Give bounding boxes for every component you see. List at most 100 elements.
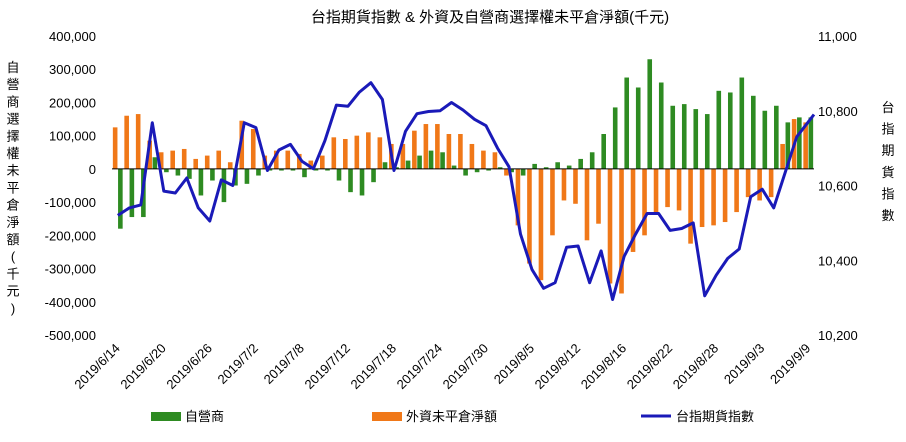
dealer-bar — [658, 82, 664, 169]
y-right-label-char: 數 — [881, 208, 894, 223]
dealer-bar — [497, 167, 503, 169]
dealer-bar — [164, 168, 169, 173]
y-right-label-char: 貨 — [881, 165, 894, 180]
dealer-bar — [532, 163, 537, 169]
dealer-bar — [348, 168, 353, 193]
foreign-bar — [596, 168, 601, 224]
legend-label-foreign: 外資未平倉淨額 — [406, 409, 497, 424]
foreign-bar — [745, 168, 751, 198]
foreign-bar — [446, 134, 452, 169]
dealer-bar — [152, 157, 158, 169]
y-left-label-char: 營 — [6, 77, 19, 92]
dealer-bar — [693, 109, 699, 169]
y-left-label-char: 選 — [6, 112, 19, 127]
y-left-axis-label: 自營商選擇權未平倉淨額 (千元) — [6, 60, 19, 316]
y-left-label-char: 千 — [6, 266, 19, 281]
y-right-label-char: 指 — [881, 122, 894, 137]
foreign-bar — [112, 127, 118, 169]
foreign-bar — [158, 152, 164, 169]
dealer-bar — [279, 168, 284, 171]
y-left-tick-label: -300,000 — [45, 262, 96, 277]
y-left-label-char: 權 — [6, 146, 19, 161]
dealer-bar — [187, 168, 192, 179]
y-left-label-char: 擇 — [6, 129, 19, 144]
foreign-bar — [768, 168, 774, 198]
y-left-tick-label: -500,000 — [45, 328, 96, 343]
dealer-bar — [808, 117, 814, 169]
dealer-bar — [543, 167, 549, 169]
foreign-bar — [469, 143, 475, 169]
dealer-bar — [336, 168, 342, 181]
foreign-bar — [308, 160, 314, 169]
x-tick-label: 2019/6/20 — [117, 341, 169, 393]
y-left-label-char: 倉 — [6, 198, 19, 213]
chart-title: 台指期貨指數 & 外資及自營商選擇權未平倉淨額(千元) — [311, 9, 669, 26]
foreign-bar — [481, 150, 486, 169]
dealer-bar — [256, 168, 261, 176]
y-left-tick-label: 100,000 — [49, 129, 96, 144]
x-tick-label: 2019/6/14 — [71, 341, 123, 393]
y-left-label-char: 元 — [6, 284, 19, 299]
dealer-bar — [417, 155, 422, 169]
dealer-bar — [325, 168, 330, 171]
foreign-bar — [722, 168, 728, 223]
foreign-bar — [573, 168, 578, 204]
dealer-bar — [739, 77, 745, 169]
foreign-bar — [734, 168, 739, 213]
foreign-bar — [147, 140, 152, 169]
foreign-bar — [193, 158, 199, 169]
dealer-bar — [428, 150, 434, 169]
x-tick-label: 2019/8/28 — [670, 341, 722, 393]
foreign-bar — [607, 168, 613, 284]
dealer-bar — [589, 152, 595, 169]
y-right-tick-labels: 11,000 10,800 10,600 10,400 10,200 — [818, 29, 858, 343]
y-left-label-char: 平 — [6, 180, 19, 195]
foreign-bar — [688, 168, 693, 244]
foreign-bar — [780, 143, 785, 169]
dealer-bar — [474, 168, 480, 173]
foreign-bar — [642, 168, 647, 236]
foreign-bar — [204, 155, 210, 169]
y-left-tick-label: -100,000 — [45, 195, 96, 210]
x-tick-label: 2019/6/26 — [163, 341, 215, 393]
x-tick-label: 2019/7/2 — [215, 341, 261, 387]
y-left-label-char: 淨 — [6, 215, 19, 230]
dealer-bar — [267, 168, 273, 171]
foreign-bar — [757, 168, 762, 201]
foreign-bar — [296, 153, 302, 169]
x-tick-label: 2019/8/16 — [578, 341, 630, 393]
dealer-bar — [578, 158, 583, 169]
foreign-bar — [227, 162, 233, 169]
foreign-bar — [699, 168, 705, 228]
dealer-bar — [440, 152, 445, 169]
foreign-bar — [550, 168, 555, 236]
foreign-bar — [366, 132, 371, 169]
dealer-bar — [762, 110, 768, 169]
dealer-bar — [313, 168, 319, 171]
dealer-bar — [405, 160, 411, 169]
dealer-bar — [704, 114, 710, 169]
foreign-bar — [250, 129, 256, 169]
legend: 自營商 外資未平倉淨額 台指期貨指數 — [151, 409, 754, 424]
foreign-bar — [285, 150, 291, 169]
series-index-line — [116, 81, 816, 301]
dealer-bar — [221, 168, 227, 203]
y-left-tick-label: 400,000 — [49, 29, 96, 44]
foreign-bar — [676, 168, 682, 211]
y-left-tick-label: 300,000 — [49, 62, 96, 77]
dealer-bar — [509, 168, 514, 173]
legend-label-dealer: 自營商 — [185, 409, 224, 424]
dealer-bar — [785, 122, 791, 169]
dealer-bar — [727, 92, 733, 169]
foreign-bar — [354, 135, 360, 169]
y-right-tick-label: 10,200 — [818, 328, 858, 343]
y-right-tick-label: 11,000 — [818, 29, 857, 44]
series-dealer-bars — [118, 59, 814, 229]
dealer-bar — [463, 168, 468, 176]
dealer-bar — [290, 168, 296, 171]
dealer-bar — [451, 165, 457, 169]
dealer-bar — [129, 168, 135, 218]
foreign-bar — [504, 168, 509, 176]
